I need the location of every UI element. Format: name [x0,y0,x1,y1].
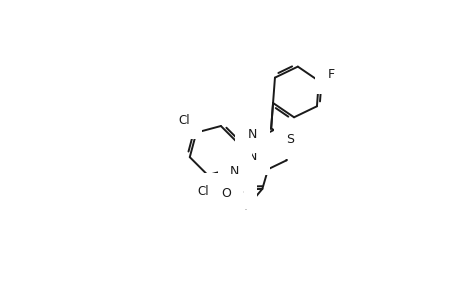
Text: S: S [286,134,294,146]
Text: F: F [327,68,334,81]
Text: N: N [247,128,257,141]
Text: Cl: Cl [197,185,209,198]
Text: O: O [220,187,230,200]
Text: N: N [235,183,244,196]
Text: N: N [230,165,239,178]
Text: N: N [247,150,257,163]
Text: Cl: Cl [178,114,190,127]
